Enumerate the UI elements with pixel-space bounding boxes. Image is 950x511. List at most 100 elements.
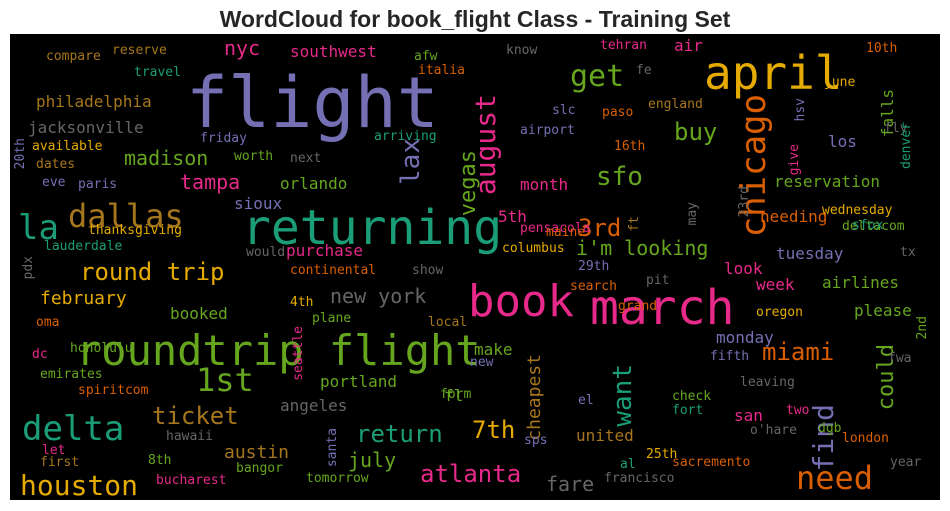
word-available: available: [32, 139, 103, 154]
word-orlando: orlando: [280, 174, 348, 193]
word-seattle: seattle: [291, 326, 306, 381]
word-cloud: flight april returning march book roundtrip f…: [10, 34, 940, 500]
word-hawaii: hawaii: [166, 429, 213, 444]
word-next: next: [290, 151, 322, 166]
word-fl: fl: [444, 386, 464, 405]
word-i-m-looking: i'm looking: [576, 236, 709, 260]
word-reserve: reserve: [112, 43, 167, 58]
word-grand: grand: [618, 299, 658, 314]
word-march: march: [590, 280, 735, 336]
word-month: month: [520, 175, 569, 194]
word-monday: monday: [716, 328, 774, 347]
word-plane: plane: [312, 311, 352, 326]
word-dgb: dgb: [818, 421, 842, 436]
word-denver: denver: [899, 122, 914, 169]
word-sacremento: sacremento: [672, 455, 751, 470]
word-wednesday: wednesday: [822, 203, 893, 218]
word-3rd: 3rd: [578, 214, 622, 242]
word-delta: delta: [22, 409, 125, 449]
word-16th: 16th: [614, 139, 646, 154]
word-23rd: 23rd: [737, 186, 752, 218]
word-lauderdale: lauderdale: [44, 239, 123, 254]
word-francisco: francisco: [604, 471, 675, 486]
word-tx: tx: [900, 245, 916, 260]
word-sps: sps: [524, 433, 548, 448]
word-oregon: oregon: [756, 305, 803, 320]
word-hsv: hsv: [793, 98, 808, 122]
word-arriving: arriving: [374, 129, 437, 144]
word-4th: 4th: [290, 295, 314, 310]
word-return: return: [356, 420, 443, 448]
word-el: el: [578, 393, 594, 408]
word-please: please: [854, 301, 912, 320]
word-purchase: purchase: [286, 241, 364, 260]
word-round-trip: round trip: [80, 258, 225, 286]
word-new-york: new york: [330, 284, 427, 308]
word-new: new: [470, 355, 494, 370]
word-book: book: [468, 276, 574, 327]
word-two: two: [786, 403, 810, 418]
word-buy: buy: [674, 118, 718, 146]
word-form: form: [440, 387, 472, 402]
word-honolulu: honolulu: [70, 341, 133, 356]
word-7th: 7th: [472, 416, 516, 444]
word-reservation: reservation: [774, 172, 880, 191]
word-20th: 20th: [13, 138, 28, 170]
word-england: england: [648, 97, 703, 112]
word-lax: lax: [396, 138, 426, 185]
word-fifth: fifth: [710, 349, 750, 364]
word-madison: madison: [124, 146, 209, 170]
word-fort: fort: [672, 403, 704, 418]
word-friday: friday: [200, 131, 247, 146]
word-find: find: [807, 404, 840, 472]
word-dc: dc: [32, 347, 48, 362]
word-fwa: fwa: [888, 351, 912, 366]
word-maine: maine: [546, 225, 586, 240]
word-local: local: [428, 315, 468, 330]
word-continental: continental: [290, 263, 377, 278]
word-airport: airport: [520, 123, 575, 138]
word-miami: miami: [762, 338, 835, 366]
word-returning: returning: [242, 200, 503, 256]
word-travel: travel: [134, 65, 181, 80]
word-deltacom: deltacom: [842, 219, 905, 234]
word-show: show: [412, 263, 444, 278]
word-get: get: [570, 59, 625, 94]
word-tehran: tehran: [600, 38, 647, 53]
word-italia: italia: [418, 63, 465, 78]
word-sioux: sioux: [234, 194, 283, 213]
word-april: april: [704, 46, 843, 100]
word-paris: paris: [78, 177, 118, 192]
word-give: give: [787, 144, 802, 176]
word-booked: booked: [170, 304, 228, 323]
word-emirates: emirates: [40, 367, 103, 382]
word-know: know: [506, 43, 538, 58]
word-flight: flight: [186, 62, 439, 144]
word-los: los: [828, 132, 857, 151]
word-1st: 1st: [196, 361, 254, 399]
word-la: la: [18, 208, 59, 248]
word-slc: slc: [552, 103, 576, 118]
word-dallas: dallas: [68, 197, 184, 235]
word-al: al: [620, 457, 636, 472]
word-let: let: [42, 443, 66, 458]
word-would: would: [246, 245, 286, 260]
word-dates: dates: [36, 157, 76, 172]
word-5th: 5th: [498, 207, 527, 226]
word-need: need: [796, 459, 874, 497]
word-san: san: [734, 406, 763, 425]
word-want: want: [608, 364, 638, 427]
word-2nd: 2nd: [915, 316, 930, 340]
word-february: february: [40, 288, 127, 309]
word-pdx: pdx: [21, 256, 36, 280]
word-spiritcom: spiritcom: [78, 383, 149, 398]
word-bucharest: bucharest: [156, 473, 227, 488]
word-columbus: columbus: [502, 241, 565, 256]
word-make: make: [474, 340, 513, 359]
word-santa: santa: [325, 428, 340, 468]
word-29th: 29th: [578, 259, 610, 274]
word-london: london: [842, 431, 889, 446]
word-worth: worth: [234, 149, 274, 164]
word-tampa: tampa: [180, 170, 241, 194]
word-tuesday: tuesday: [776, 244, 844, 263]
